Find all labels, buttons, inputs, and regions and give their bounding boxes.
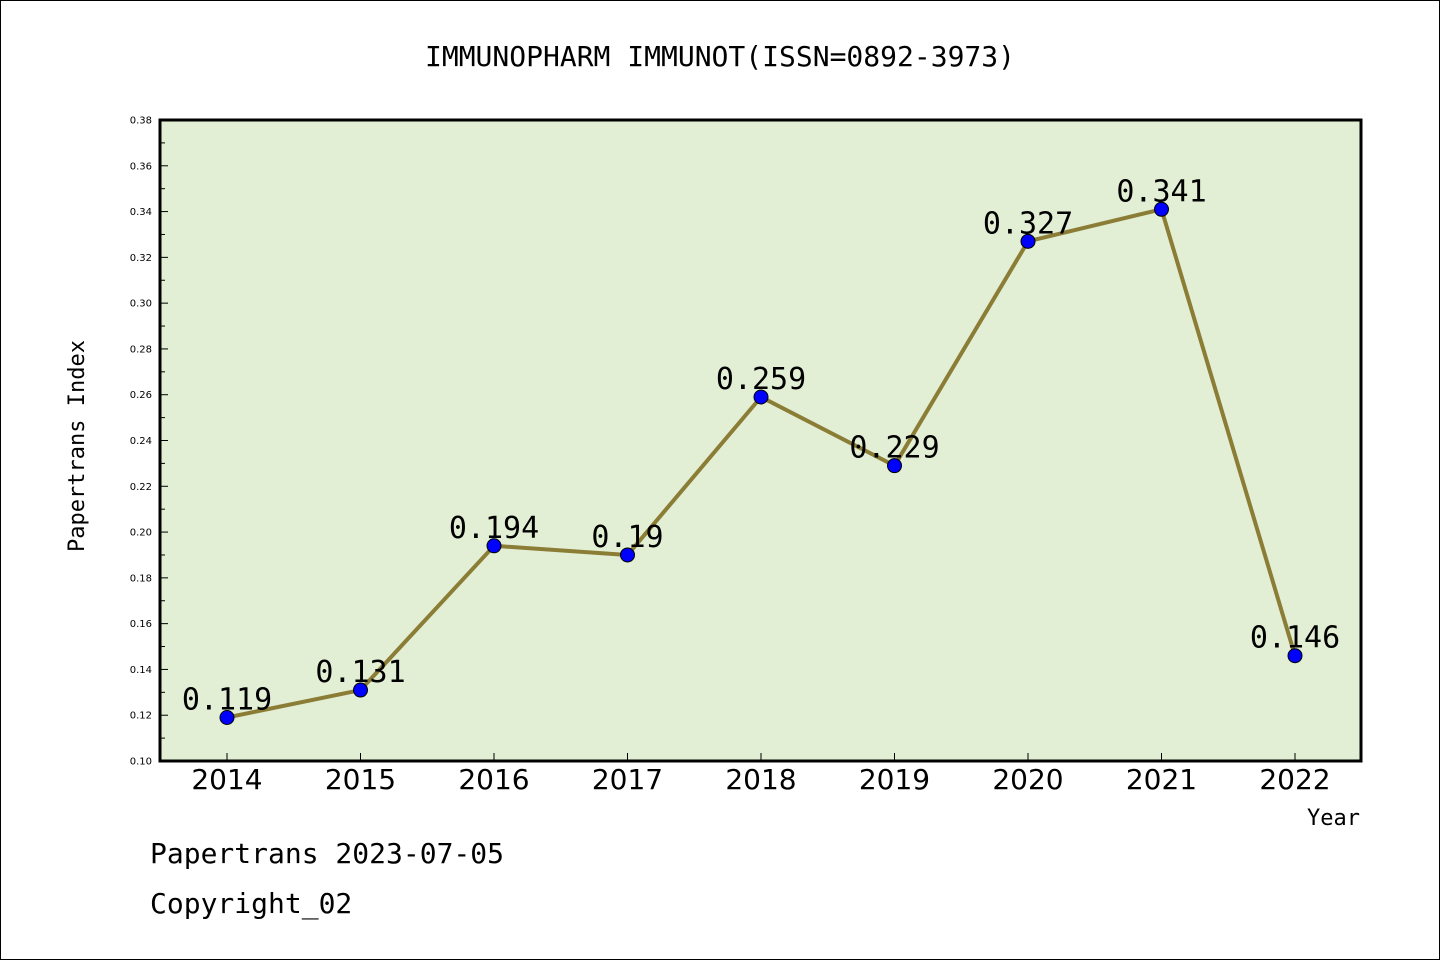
x-tick-label: 2021 [1126,763,1197,796]
y-tick-label: 0.20 [130,528,152,539]
data-label: 0.341 [1116,174,1206,209]
y-tick-label: 0.14 [130,665,152,676]
data-point [486,538,502,554]
y-tick-label: 0.26 [130,390,152,401]
data-label: 0.194 [449,511,539,546]
y-tick-label: 0.24 [130,436,152,447]
data-label-group: 0.119 0.131 0.194 0.19 0.259 0.229 0.327 0.341 0… [182,174,1340,717]
footer-date: Papertrans 2023-07-05 [150,837,504,870]
data-point [753,389,769,405]
y-tick-label: 0.38 [130,116,152,127]
x-tick-label: 2019 [859,763,930,796]
y-axis-label: Papertrans Index [65,340,90,552]
y-tick-label: 0.18 [130,573,152,584]
y-tick-label: 0.36 [130,161,152,172]
x-tick-label: 2016 [458,763,529,796]
x-axis: 2014 2015 2016 2017 2018 2019 2020 2021 2022 [191,753,1331,796]
y-tick-label: 0.16 [130,619,152,630]
data-label: 0.259 [716,362,806,397]
y-tick-label: 0.32 [130,253,152,264]
y-tick-label: 0.28 [130,344,152,355]
data-label: 0.131 [315,655,405,690]
footer-copyright: Copyright_02 [150,887,352,921]
y-tick-label: 0.34 [130,207,152,218]
data-point [1154,201,1169,217]
x-tick-label: 2022 [1259,763,1330,796]
x-axis-label: Year [1307,806,1360,831]
series-group [219,201,1303,726]
plot-area [158,118,1363,763]
data-point [353,682,368,698]
data-point [1020,233,1036,249]
y-tick-label: 0.22 [130,482,152,493]
y-axis: 0.10 0.12 0.14 0.16 0.18 0.20 0.22 0.24 0.26 0.28… [130,116,168,768]
data-label: 0.327 [983,206,1073,241]
x-tick-label: 2015 [325,763,396,796]
data-label: 0.146 [1250,621,1340,656]
data-point [219,710,235,726]
y-tick-label: 0.12 [130,711,152,722]
y-tick-label: 0.30 [130,299,152,310]
data-point [620,547,635,563]
data-point [1287,648,1303,664]
chart-title: IMMUNOPHARM IMMUNOT(ISSN=0892-3973) [425,40,1015,73]
data-label: 0.119 [182,683,272,718]
x-tick-label: 2014 [191,763,262,796]
x-tick-label: 2018 [725,763,796,796]
data-label: 0.229 [849,431,939,466]
data-label: 0.19 [591,520,663,555]
x-tick-label: 2020 [992,763,1063,796]
x-tick-label: 2017 [592,763,663,796]
y-tick-label: 0.10 [130,757,152,768]
data-point [887,458,902,474]
